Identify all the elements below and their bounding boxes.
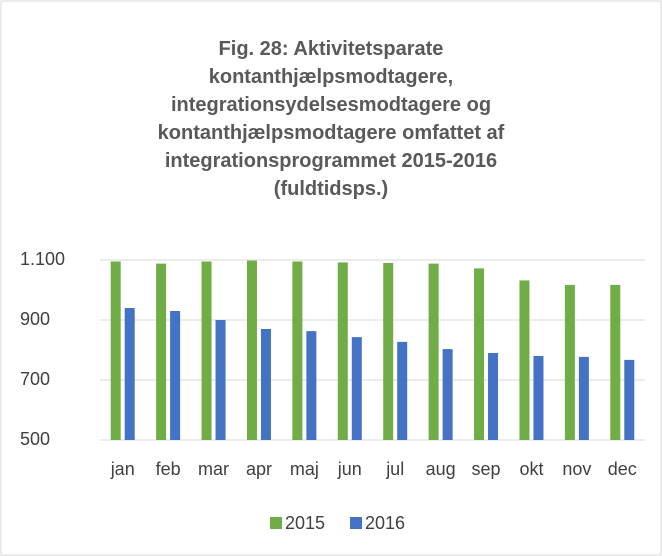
x-tick-label: dec	[608, 459, 637, 479]
bar	[624, 359, 635, 440]
x-tick-label: nov	[562, 459, 591, 479]
x-tick-label: feb	[156, 459, 181, 479]
bar	[383, 263, 394, 440]
x-tick-label: okt	[519, 459, 543, 479]
x-tick-label: apr	[246, 459, 272, 479]
bar	[474, 268, 485, 440]
y-tick-label: 1.100	[20, 249, 65, 269]
x-tick-label: jan	[110, 459, 135, 479]
y-tick-label: 500	[20, 429, 50, 449]
legend-swatch	[270, 517, 282, 529]
x-tick-label: mar	[198, 459, 229, 479]
bar	[610, 284, 621, 440]
bar	[124, 308, 135, 440]
bar	[564, 284, 575, 440]
x-tick-label: aug	[426, 459, 456, 479]
x-tick-label: sep	[472, 459, 501, 479]
y-tick-label: 900	[20, 309, 50, 329]
bar	[428, 263, 439, 440]
x-tick-label: maj	[290, 459, 319, 479]
legend-label: 2015	[285, 513, 325, 533]
x-tick-label: jul	[385, 459, 404, 479]
legend-swatch	[350, 517, 362, 529]
chart-title: Fig. 28: Aktivitetsparate kontanthjælpsm…	[157, 38, 505, 200]
bar	[578, 356, 589, 440]
bar	[215, 320, 226, 440]
bar	[397, 341, 408, 440]
x-tick-label: jun	[337, 459, 362, 479]
bar	[156, 263, 167, 440]
bar	[533, 356, 544, 440]
bar	[337, 262, 348, 440]
bar	[110, 261, 121, 440]
bar	[201, 261, 212, 440]
y-tick-label: 700	[20, 369, 50, 389]
bar	[292, 261, 303, 440]
bar	[442, 349, 453, 440]
bar	[260, 329, 271, 440]
legend-label: 2016	[365, 513, 405, 533]
bar	[488, 353, 499, 440]
bar	[351, 337, 362, 440]
bar	[519, 280, 530, 440]
bar	[170, 311, 181, 440]
bar	[246, 260, 257, 440]
bar	[306, 331, 317, 440]
